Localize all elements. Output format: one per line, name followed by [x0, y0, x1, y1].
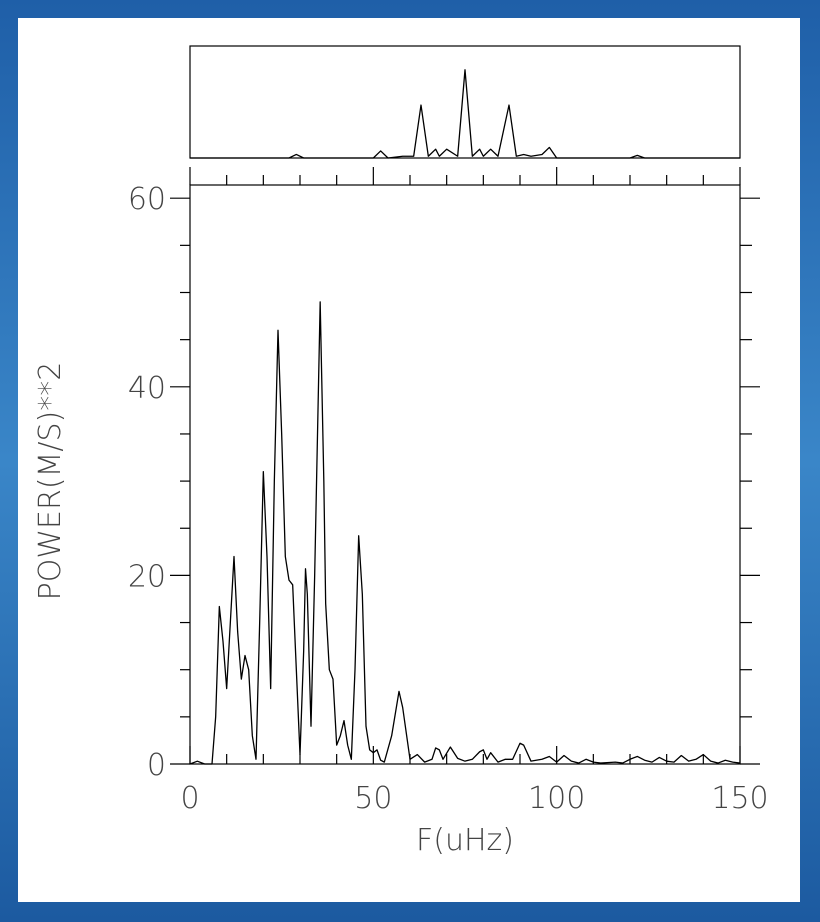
x-tick-label: 150	[711, 781, 768, 816]
y-tick-label: 20	[128, 559, 166, 594]
spectrum-line	[189, 301, 741, 765]
x-tick-label: 100	[528, 781, 585, 816]
x-tick-label: 50	[354, 781, 392, 816]
y-axis-label: POWER(M/S)**2	[33, 362, 68, 601]
y-tick-label: 0	[147, 748, 166, 783]
plot-frame	[189, 184, 741, 765]
y-tick-label: 60	[128, 182, 166, 217]
y-tick-label: 40	[128, 371, 166, 406]
plot-frame	[189, 45, 741, 159]
spectrum-line	[190, 69, 740, 159]
x-tick-label: 0	[180, 781, 199, 816]
x-axis-label: F(uHz)	[416, 823, 514, 858]
